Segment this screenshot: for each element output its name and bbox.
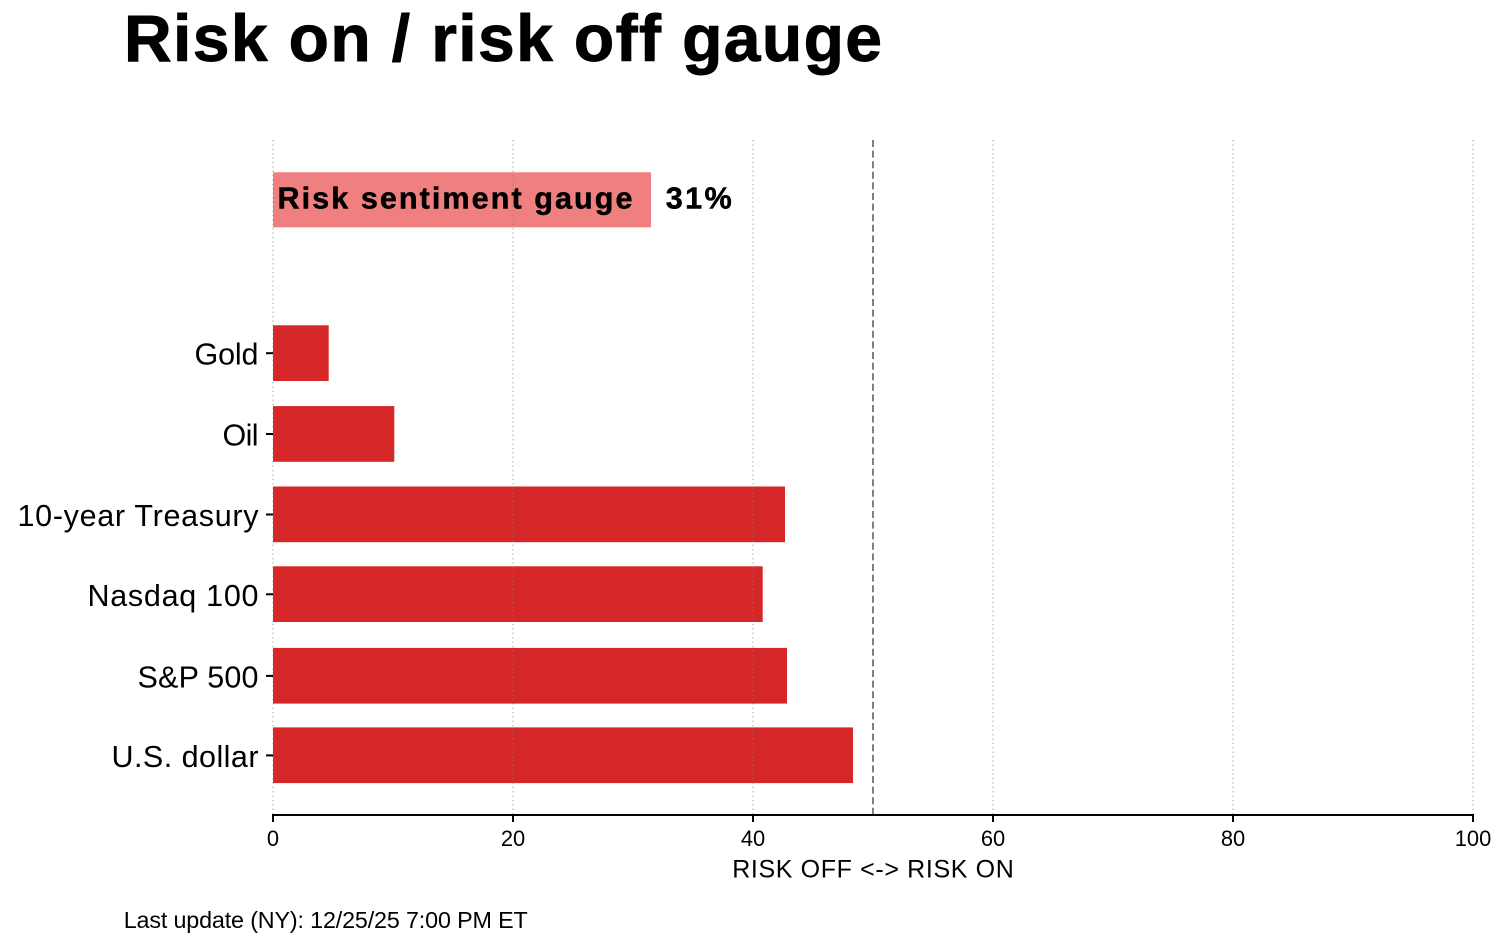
svg-text:60: 60: [981, 826, 1005, 851]
svg-text:Risk on / risk off gauge: Risk on / risk off gauge: [124, 1, 882, 75]
svg-text:Gold: Gold: [195, 338, 259, 372]
svg-text:Oil: Oil: [223, 419, 259, 453]
svg-text:80: 80: [1221, 826, 1245, 851]
svg-text:Last update (NY): 12/25/25 7:0: Last update (NY): 12/25/25 7:00 PM ET: [124, 907, 528, 933]
svg-text:0: 0: [267, 826, 279, 851]
svg-text:20: 20: [501, 826, 525, 851]
svg-text:40: 40: [741, 826, 765, 851]
svg-text:Nasdaq 100: Nasdaq 100: [88, 579, 259, 613]
svg-text:U.S. dollar: U.S. dollar: [112, 740, 259, 774]
svg-text:RISK OFF <-> RISK ON: RISK OFF <-> RISK ON: [732, 855, 1014, 883]
svg-text:31%: 31%: [666, 182, 732, 216]
svg-text:10-year Treasury: 10-year Treasury: [18, 499, 260, 533]
svg-text:Risk sentiment gauge: Risk sentiment gauge: [278, 181, 633, 215]
svg-text:100: 100: [1455, 826, 1492, 851]
svg-text:S&P 500: S&P 500: [138, 660, 259, 694]
